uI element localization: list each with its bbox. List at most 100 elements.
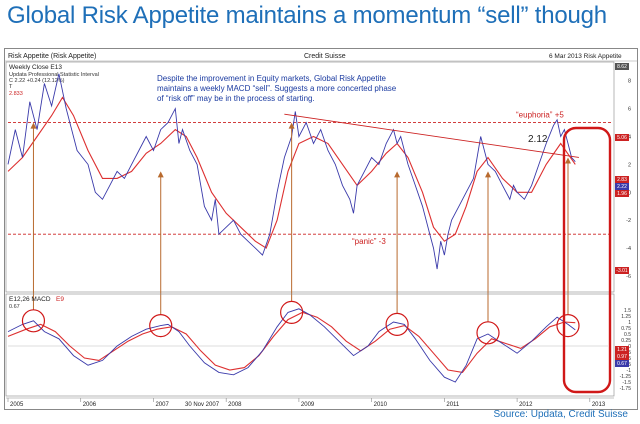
trendline bbox=[284, 113, 579, 158]
trendline-label: 2.12 bbox=[528, 134, 548, 145]
main-y-tick-label: -6 bbox=[626, 274, 631, 280]
x-tick-label: 2007 bbox=[155, 402, 169, 408]
main-info-2: C 2.22 +0.24 (12.12%) bbox=[9, 78, 65, 84]
x-tick-label: 2008 bbox=[228, 402, 242, 408]
main-y-tick-label: 8 bbox=[628, 79, 631, 85]
source-note: Source: Updata, Credit Suisse bbox=[493, 409, 628, 420]
macd-badge bbox=[615, 346, 629, 353]
euphoria-label: “euphoria” +5 bbox=[516, 111, 564, 120]
main-badge bbox=[615, 267, 629, 274]
x-tick-label: 2013 bbox=[592, 402, 606, 408]
series-e13-line bbox=[7, 96, 576, 249]
main-panel: Weekly Close E13 Updata Professional Sta… bbox=[5, 61, 631, 322]
macd-y-tick-label: 0.25 bbox=[621, 338, 631, 344]
signal-circle bbox=[385, 312, 409, 336]
series-weekly-close-line bbox=[7, 73, 576, 270]
main-badge bbox=[615, 183, 629, 190]
main-info-value: 2.833 bbox=[9, 91, 23, 97]
macd-y-tick-label: 1.25 bbox=[621, 314, 631, 320]
main-y-tick-label: -2 bbox=[626, 218, 631, 224]
main-badge-label: 5.06 bbox=[617, 135, 627, 141]
date-label: 30 Nov 2007 bbox=[185, 402, 220, 408]
macd-badge-label: 1.21 bbox=[617, 347, 627, 353]
chart-border bbox=[4, 48, 638, 410]
macd-y-tick-label: 1 bbox=[628, 320, 631, 326]
macd-y-tick-label: 0 bbox=[628, 344, 631, 350]
macd-panel: E12,26 MACD E9 0.67 1.51.2510.750.50.250… bbox=[5, 293, 632, 397]
main-y-tick-label: -4 bbox=[626, 246, 631, 252]
main-badge-label: 2.83 bbox=[617, 177, 627, 183]
chart-header-center: Credit Suisse bbox=[304, 53, 346, 60]
annotation-line: maintains a weekly MACD “sell”. Suggests… bbox=[157, 84, 397, 93]
macd-y-tick-label: -1 bbox=[627, 368, 632, 374]
macd-y-tick-label: -1.5 bbox=[622, 380, 631, 386]
macd-y-tick-label: 0.5 bbox=[624, 332, 631, 338]
macd-badge-label: 0.97 bbox=[617, 354, 627, 360]
main-badge-label: 2.22 bbox=[617, 184, 627, 190]
signal-circle bbox=[556, 314, 580, 338]
chart-header-left: Risk Appetite (Risk Appetite) bbox=[8, 53, 96, 60]
main-y-tick-label: 0 bbox=[628, 190, 631, 196]
macd-plot-area bbox=[5, 293, 615, 397]
macd-right-badges: 1.210.970.67 bbox=[615, 346, 629, 367]
x-ticks: 2005 2006 2007 2008 2009 2010 2011 2012 2013 bbox=[7, 398, 606, 408]
main-badge-label: -3.01 bbox=[616, 268, 628, 274]
x-tick-label: 2011 bbox=[446, 402, 460, 408]
main-badge bbox=[615, 134, 629, 141]
x-tick-label: 2009 bbox=[301, 402, 315, 408]
x-tick-label: 2005 bbox=[10, 402, 24, 408]
macd-y-tick-label: 0.75 bbox=[621, 326, 631, 332]
macd-y-tick-label: -1.75 bbox=[620, 386, 632, 392]
main-badge bbox=[615, 176, 629, 183]
panic-label: “panic” -3 bbox=[352, 237, 386, 246]
signal-arrow-head bbox=[565, 157, 571, 164]
signal-circle bbox=[476, 321, 500, 345]
annotation-line: Despite the improvement in Equity market… bbox=[157, 74, 387, 83]
main-y-tick-label: 6 bbox=[628, 107, 631, 113]
main-info-3: T bbox=[9, 84, 13, 90]
macd-badge bbox=[615, 360, 629, 367]
macd-info-value: 0.67 bbox=[9, 304, 20, 310]
main-y-ticks: 8 6 4 2 0 -2 -4 -6 bbox=[626, 79, 631, 280]
annotation-line: of “risk off” may be in the process of s… bbox=[157, 94, 315, 103]
signal-circle bbox=[149, 314, 173, 338]
signal-circle bbox=[21, 309, 46, 333]
x-tick-label: 2012 bbox=[519, 402, 533, 408]
series-macd-line bbox=[7, 308, 576, 383]
signal-arrow-head bbox=[30, 122, 37, 129]
macd-badge-label: 0.67 bbox=[617, 361, 627, 367]
macd-circles bbox=[21, 300, 580, 345]
main-legend: Weekly Close E13 bbox=[9, 64, 62, 71]
chart-frame: Risk Appetite (Risk Appetite) Credit Sui… bbox=[4, 48, 638, 410]
signal-circle bbox=[280, 300, 304, 324]
main-badge bbox=[615, 190, 629, 197]
signal-arrow-head bbox=[288, 122, 295, 129]
threshold-lines bbox=[8, 122, 612, 235]
main-y-tick-label: 4 bbox=[628, 135, 631, 141]
x-tick-label: 2006 bbox=[83, 402, 97, 408]
signal-arrows bbox=[30, 122, 571, 322]
main-series bbox=[7, 73, 579, 270]
macd-series bbox=[7, 308, 608, 383]
main-info-1: Updata Professional Statistic Interval bbox=[9, 72, 99, 78]
signal-arrow-head bbox=[394, 171, 401, 178]
main-badge bbox=[615, 63, 629, 70]
macd-y-tick-label: 1.5 bbox=[624, 308, 631, 314]
x-axis: 2005 2006 2007 2008 2009 2010 2011 2012 2013 30 … bbox=[6, 397, 614, 408]
macd-legend: E12,26 MACD bbox=[9, 296, 51, 303]
main-badge-label: 8.62 bbox=[617, 64, 627, 70]
macd-y-tick-label: -1.25 bbox=[620, 374, 632, 380]
main-plot-area bbox=[5, 61, 615, 293]
slide-title: Global Risk Appetite maintains a momentu… bbox=[7, 2, 607, 29]
x-tick-label: 2010 bbox=[374, 402, 388, 408]
macd-badge bbox=[615, 353, 629, 360]
macd-legend-signal: E9 bbox=[56, 296, 64, 303]
chart-header-right: 6 Mar 2013 Risk Appetite bbox=[549, 53, 622, 60]
annotation-text: Despite the improvement in Equity market… bbox=[157, 74, 397, 103]
main-right-badges: 8.62 5.06 2.832.221.96 -3.01 bbox=[615, 63, 629, 274]
series-e9-line bbox=[7, 311, 576, 373]
signal-arrow-head bbox=[157, 171, 164, 178]
signal-arrow-head bbox=[485, 171, 491, 178]
main-badge-label: 1.96 bbox=[617, 191, 627, 197]
highlight-box bbox=[562, 126, 612, 394]
